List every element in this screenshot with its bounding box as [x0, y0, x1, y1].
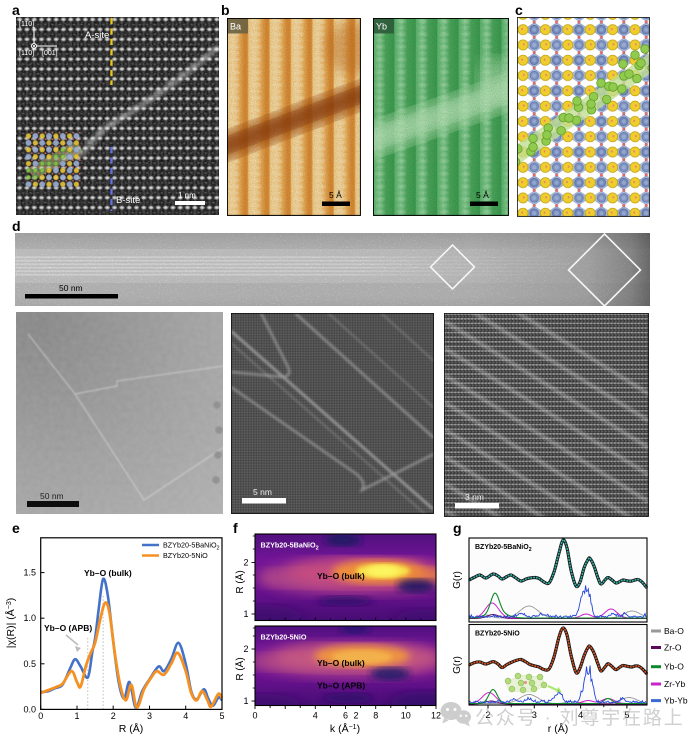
svg-text:Yb–O (APB): Yb–O (APB)	[317, 681, 365, 691]
svg-text:5 nm: 5 nm	[253, 487, 272, 497]
svg-text:Yb–O (bulk): Yb–O (bulk)	[317, 658, 365, 668]
svg-text:G(r): G(r)	[453, 571, 463, 589]
svg-text:|χ(R)| (Å−3): |χ(R)| (Å−3)	[4, 598, 17, 648]
svg-text:[001]: [001]	[42, 50, 58, 57]
svg-text:4: 4	[578, 710, 583, 721]
svg-text:r (Å): r (Å)	[548, 722, 568, 735]
svg-text:5: 5	[219, 711, 224, 721]
svg-text:Yb–O (bulk): Yb–O (bulk)	[84, 568, 132, 578]
svg-text:Ba-O: Ba-O	[664, 626, 684, 636]
svg-text:0.0: 0.0	[23, 704, 36, 714]
svg-text:1.5: 1.5	[23, 568, 36, 578]
svg-text:Yb–O (bulk): Yb–O (bulk)	[317, 571, 365, 581]
svg-text:Yb-O: Yb-O	[664, 662, 684, 672]
svg-text:R (Å): R (Å)	[235, 657, 246, 680]
svg-text:R (Å): R (Å)	[235, 570, 246, 593]
svg-text:50 nm: 50 nm	[59, 283, 83, 293]
svg-text:Ba: Ba	[230, 22, 241, 32]
svg-text:[110]: [110]	[19, 21, 34, 28]
svg-text:8: 8	[373, 711, 378, 721]
svg-text:A-site: A-site	[85, 30, 109, 41]
svg-text:5 Å: 5 Å	[476, 190, 489, 200]
svg-text:0: 0	[252, 711, 257, 721]
svg-text:0.5: 0.5	[23, 659, 36, 669]
svg-text:3 nm: 3 nm	[465, 492, 484, 502]
svg-text:6: 6	[343, 711, 348, 721]
svg-text:1.0: 1.0	[23, 613, 36, 623]
svg-text:Zr-O: Zr-O	[664, 643, 682, 653]
svg-text:4: 4	[313, 711, 318, 721]
svg-text:Yb: Yb	[376, 22, 387, 32]
svg-text:3: 3	[532, 710, 537, 721]
svg-text:1: 1	[74, 711, 79, 721]
svg-text:50 nm: 50 nm	[40, 491, 64, 501]
svg-text:2: 2	[243, 558, 248, 568]
svg-text:R (Å): R (Å)	[119, 722, 144, 735]
svg-text:2: 2	[111, 711, 116, 721]
svg-text:Zr-Yb: Zr-Yb	[664, 679, 686, 689]
svg-text:BZYb20-5NiO: BZYb20-5NiO	[163, 551, 208, 560]
svg-text:5: 5	[624, 710, 629, 721]
svg-text:k (Å−1): k (Å−1)	[330, 722, 360, 735]
svg-text:1 nm: 1 nm	[178, 191, 196, 200]
svg-text:3: 3	[147, 711, 152, 721]
svg-text:BZYb20-5BaNiO2: BZYb20-5BaNiO2	[163, 541, 220, 552]
svg-text:BZYb20-5NiO: BZYb20-5NiO	[475, 631, 520, 638]
svg-text:G(r): G(r)	[453, 656, 463, 674]
svg-text:0: 0	[38, 711, 43, 721]
svg-text:Yb-Yb: Yb-Yb	[664, 696, 688, 706]
svg-text:2: 2	[243, 644, 248, 654]
svg-text:1: 1	[243, 609, 248, 619]
svg-text:[110]: [110]	[19, 50, 34, 57]
svg-text:2: 2	[485, 710, 490, 721]
svg-text:BZYb20-5NiO: BZYb20-5NiO	[261, 633, 307, 642]
svg-text:B-site: B-site	[116, 195, 140, 206]
svg-text:4: 4	[183, 711, 188, 721]
svg-text:BZYb20-5BaNiO2: BZYb20-5BaNiO2	[261, 541, 319, 552]
svg-text:BZYb20-5BaNiO2: BZYb20-5BaNiO2	[475, 544, 532, 553]
svg-text:Yb–O (APB): Yb–O (APB)	[44, 623, 92, 633]
svg-text:5 Å: 5 Å	[329, 190, 342, 200]
svg-text:2: 2	[353, 711, 358, 721]
svg-text:1: 1	[243, 696, 248, 706]
svg-text:10: 10	[401, 711, 411, 721]
svg-text:12: 12	[431, 711, 441, 721]
